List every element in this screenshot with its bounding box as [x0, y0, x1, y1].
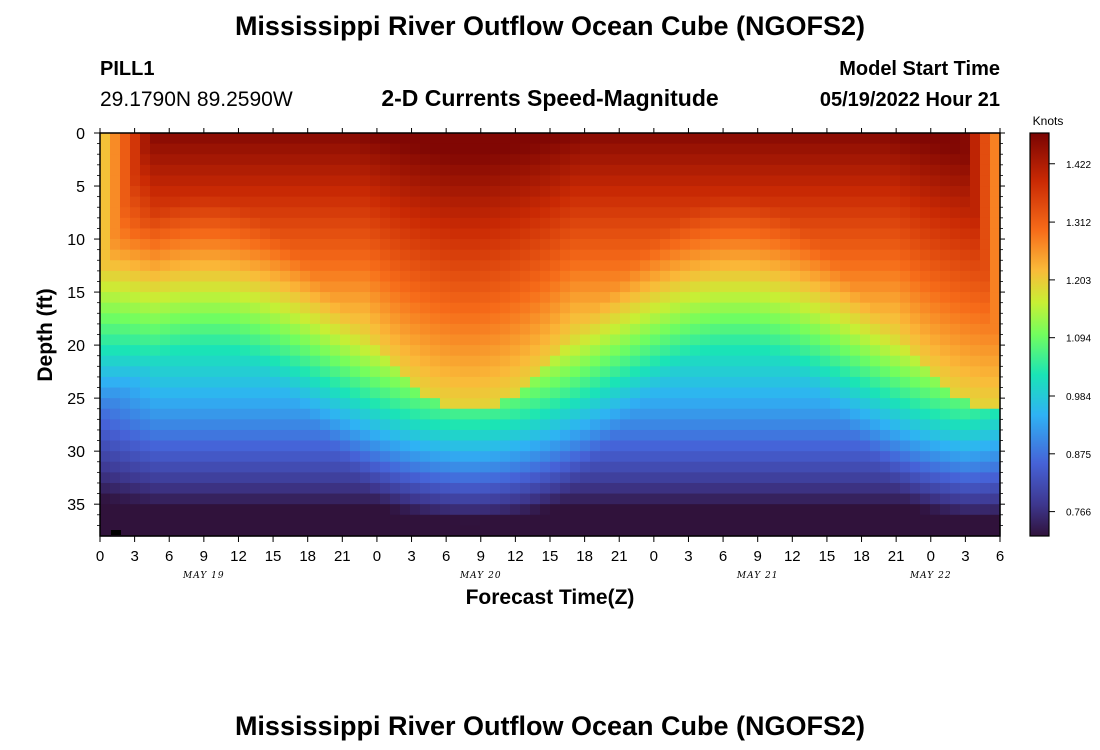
x-tick-label: 21 [888, 548, 905, 565]
y-tick-label: 20 [67, 338, 85, 355]
colorbar-tick-label: 1.094 [1066, 334, 1091, 345]
y-tick-label: 35 [67, 497, 85, 514]
colorbar-tick-label: 1.422 [1066, 160, 1091, 171]
colorbar-ticks: 1.422 1.312 1.203 1.094 0.984 0.875 0.766 [1049, 160, 1091, 519]
x-axis-label: Forecast Time(Z) [466, 586, 635, 609]
y-axis-label: Depth (ft) [34, 288, 57, 381]
marker [111, 530, 121, 535]
x-tick-label: 18 [576, 548, 593, 565]
footer-title: Mississippi River Outflow Ocean Cube (NG… [235, 711, 865, 741]
x-axis: 0 3 6 9 12 15 18 21 0 3 6 9 12 15 18 21 0 3 6 9 12 15 18 21 0 3 6 [96, 128, 1004, 565]
x-tick-label: 0 [927, 548, 935, 565]
y-tick-label: 0 [76, 126, 85, 143]
station-id: PILL1 [100, 58, 154, 80]
y-tick-label: 30 [67, 444, 85, 461]
x-tick-label: 21 [334, 548, 351, 565]
colorbar-tick-label: 0.766 [1066, 508, 1091, 519]
x-tick-label: 9 [477, 548, 485, 565]
x-tick-label: 3 [407, 548, 415, 565]
date-label: MAY 20 [459, 571, 502, 581]
model-start-label: Model Start Time [839, 58, 1000, 80]
x-tick-label: 9 [200, 548, 208, 565]
colorbar-tick-label: 1.203 [1066, 276, 1091, 287]
date-label: MAY 21 [736, 571, 779, 581]
chart-title: Mississippi River Outflow Ocean Cube (NG… [235, 11, 865, 41]
date-label: MAY 22 [909, 571, 952, 581]
colorbar-tick-label: 1.312 [1066, 218, 1091, 229]
x-tick-label: 6 [719, 548, 727, 565]
heatmap [100, 133, 1001, 537]
x-tick-label: 15 [819, 548, 836, 565]
x-tick-label: 6 [442, 548, 450, 565]
x-tick-label: 3 [961, 548, 969, 565]
x-tick-label: 15 [542, 548, 559, 565]
colorbar [1029, 132, 1050, 537]
y-tick-label: 15 [67, 285, 85, 302]
date-label: MAY 19 [182, 571, 225, 581]
y-axis: 0 5 10 15 20 25 30 35 [67, 126, 1005, 526]
y-tick-label: 25 [67, 391, 85, 408]
x-tick-label: 0 [373, 548, 381, 565]
x-tick-label: 15 [265, 548, 282, 565]
x-tick-label: 6 [165, 548, 173, 565]
x-tick-label: 0 [96, 548, 104, 565]
x-tick-label: 18 [853, 548, 870, 565]
colorbar-unit: Knots [1033, 114, 1064, 128]
x-tick-label: 12 [784, 548, 801, 565]
x-tick-label: 12 [230, 548, 247, 565]
x-tick-label: 0 [650, 548, 658, 565]
x-tick-label: 9 [754, 548, 762, 565]
colorbar-tick-label: 0.984 [1066, 392, 1091, 403]
x-tick-label: 3 [130, 548, 138, 565]
x-tick-label: 21 [611, 548, 628, 565]
chart-subtitle: 2-D Currents Speed-Magnitude [381, 85, 718, 111]
x-tick-label: 6 [996, 548, 1004, 565]
x-tick-label: 3 [684, 548, 692, 565]
y-tick-label: 5 [76, 179, 85, 196]
x-tick-label: 12 [507, 548, 524, 565]
date-labels: MAY 19 MAY 20 MAY 21 MAY 22 [182, 571, 952, 581]
colorbar-tick-label: 0.875 [1066, 450, 1091, 461]
model-start-value: 05/19/2022 Hour 21 [820, 89, 1000, 111]
x-tick-label: 18 [299, 548, 316, 565]
station-coords: 29.1790N 89.2590W [100, 88, 293, 111]
y-tick-label: 10 [67, 232, 85, 249]
